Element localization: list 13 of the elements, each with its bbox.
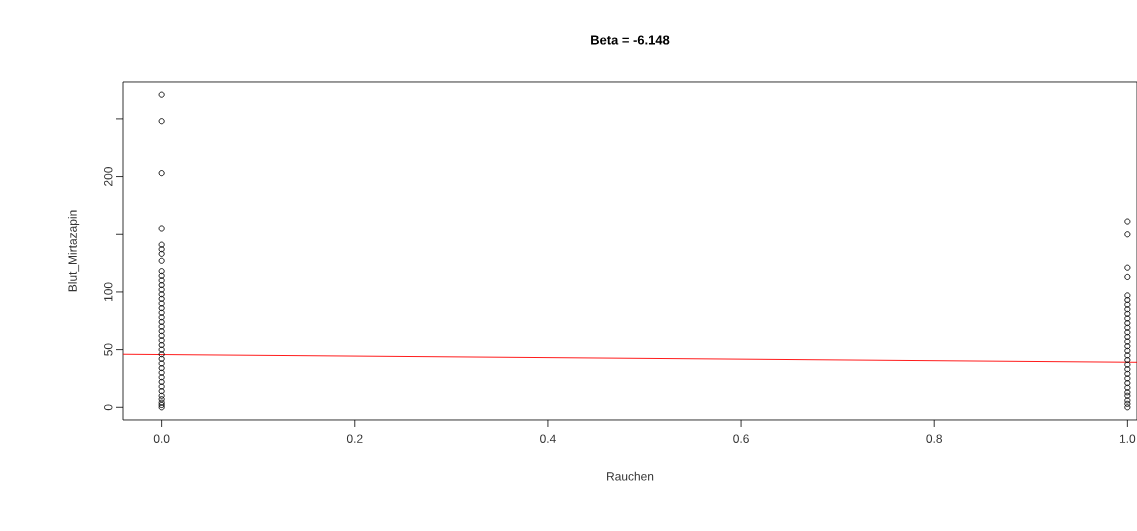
- x-tick-label: 0.0: [153, 434, 170, 443]
- y-tick-label: 50: [104, 343, 113, 356]
- x-tick-label: 0.2: [346, 434, 363, 443]
- y-axis-title: Blut_Mirtazapin: [68, 210, 80, 292]
- x-tick-label: 0.4: [540, 434, 556, 443]
- y-tick-label: 200: [104, 167, 113, 186]
- x-axis-title: Rauchen: [607, 471, 654, 481]
- y-tick-label: 100: [104, 282, 113, 301]
- chart-title: Beta = -6.148: [591, 35, 670, 45]
- x-tick-label: 0.6: [733, 434, 749, 443]
- x-tick-label: 0.8: [926, 434, 942, 443]
- y-tick-label: 0: [104, 404, 113, 411]
- x-tick-label: 1.0: [1119, 434, 1136, 443]
